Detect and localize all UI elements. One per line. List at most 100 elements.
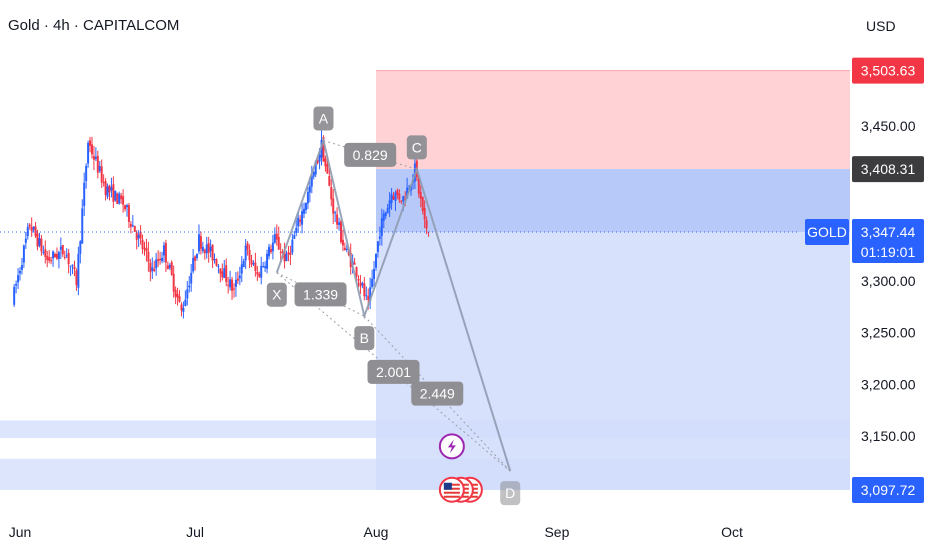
countdown-text: 01:19:01: [861, 244, 916, 260]
candle-body: [19, 270, 21, 274]
candle-body: [209, 246, 212, 252]
candle-body: [164, 243, 167, 263]
candle-body: [242, 260, 245, 268]
candle-body: [343, 247, 346, 251]
candle-body: [153, 269, 156, 272]
ratio-label[interactable]: 1.339: [294, 282, 347, 307]
candle-body: [231, 279, 234, 291]
candle-body: [363, 283, 366, 297]
candle-body: [417, 177, 420, 194]
candle-body: [139, 231, 142, 239]
candle-body: [271, 242, 274, 252]
candle-body: [108, 185, 111, 193]
candle-body: [238, 275, 241, 279]
candle-body: [145, 247, 148, 252]
time-tick-label: Oct: [721, 524, 743, 540]
event-markers[interactable]: [438, 433, 483, 503]
lightning-icon[interactable]: [438, 433, 465, 460]
candle-body: [256, 271, 259, 275]
candle-body: [361, 283, 364, 286]
candle-body: [180, 304, 183, 311]
candle-body: [32, 226, 35, 230]
current-price-badge[interactable]: 3,347.44 01:19:01: [852, 218, 924, 263]
candle-body: [124, 205, 127, 210]
candle-body: [392, 196, 395, 200]
us-flag-icon[interactable]: [438, 476, 465, 503]
candle-body: [396, 190, 399, 195]
current-price-bg: [852, 218, 924, 263]
candle-body: [59, 246, 62, 250]
candle-body: [234, 279, 237, 287]
candle-body: [386, 207, 389, 214]
candle-body: [178, 296, 181, 302]
ratio-label[interactable]: 0.829: [344, 142, 397, 167]
candle-body: [312, 171, 315, 177]
flag-canton: [443, 482, 452, 490]
target-price-badge[interactable]: 3,097.72: [852, 477, 924, 504]
price-axis[interactable]: 3,450.00 3,300.00 3,250.00 3,200.00 3,150.00…: [805, 57, 924, 504]
target-price-badge-bg: [852, 477, 924, 504]
candle-body: [104, 181, 107, 195]
symbol-tag-text: GOLD: [807, 224, 847, 240]
candle-body: [250, 260, 253, 265]
candle-body: [341, 239, 344, 246]
entry-price-badge-bg: [852, 156, 924, 183]
candle-body: [120, 195, 123, 200]
candle-body: [186, 289, 189, 299]
harmonic-pattern[interactable]: 0.829 1.339 2.449 2.001 X A B C D: [266, 106, 521, 506]
candle-body: [297, 217, 300, 227]
stop-price-badge[interactable]: 3,503.63: [852, 57, 924, 84]
stop-loss-zone[interactable]: [376, 70, 850, 170]
candle-body: [194, 256, 197, 261]
pattern-point-a[interactable]: A: [313, 106, 334, 131]
open-pnl-zone: [376, 169, 850, 232]
time-axis[interactable]: Jun Jul Aug Sep Oct: [9, 524, 743, 540]
candle-body: [122, 196, 125, 205]
candle-body: [87, 142, 90, 164]
candle-body: [236, 278, 239, 281]
pattern-point-c[interactable]: C: [406, 135, 427, 160]
ratio-label-bg: [344, 142, 397, 167]
pattern-point-x[interactable]: X: [266, 282, 287, 307]
candle-body: [85, 165, 88, 182]
candle-body: [100, 166, 103, 183]
candle-body: [44, 249, 47, 257]
candle-body: [40, 238, 43, 252]
pattern-point-b[interactable]: B: [354, 326, 375, 351]
candle-body: [303, 208, 306, 214]
candle-body: [423, 208, 426, 220]
candle-body: [79, 241, 82, 254]
ratio-line-x-b: [276, 272, 365, 317]
candle-body: [159, 258, 162, 261]
candle-body: [225, 265, 228, 282]
price-tick-label: 3,450.00: [861, 118, 916, 134]
ratio-label[interactable]: 2.001: [367, 359, 420, 384]
candle-body: [316, 160, 319, 164]
candle-body: [114, 190, 117, 201]
candle-body: [30, 227, 33, 232]
candle-body: [28, 224, 31, 227]
candle-body: [293, 235, 296, 239]
candle-body: [264, 266, 267, 269]
short-position-tool[interactable]: [376, 70, 850, 491]
symbol-tag[interactable]: GOLD: [805, 218, 849, 245]
ratio-label[interactable]: 2.449: [411, 381, 464, 406]
candle-body: [269, 249, 272, 253]
candle-body: [71, 264, 74, 266]
candle-body: [258, 273, 261, 277]
candle-body: [197, 234, 200, 252]
candle-body: [89, 140, 92, 146]
candle-body: [36, 233, 39, 247]
candle-body: [184, 299, 187, 307]
candle-body: [174, 289, 177, 297]
point-label-bg: [313, 106, 334, 131]
candle-body: [330, 186, 333, 200]
pattern-point-d[interactable]: D: [500, 481, 521, 506]
candle-body: [106, 186, 109, 197]
candle-body: [170, 262, 173, 275]
candle-body: [353, 262, 356, 265]
candle-body: [52, 251, 55, 259]
candle-body: [406, 187, 409, 199]
entry-price-badge[interactable]: 3,408.31: [852, 156, 924, 183]
